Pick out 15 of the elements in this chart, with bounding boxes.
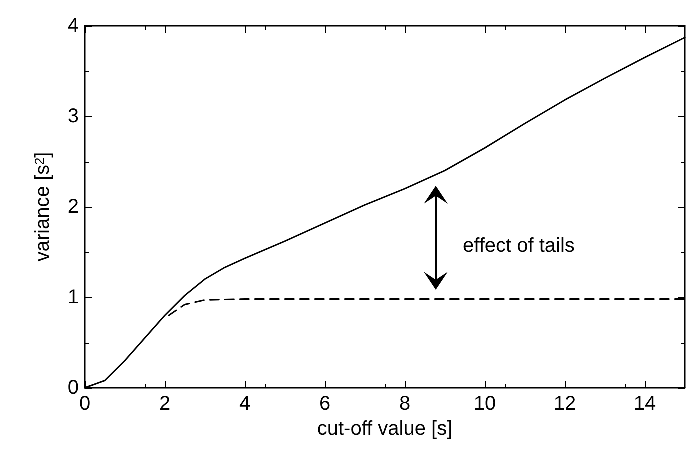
x-tick-label: 14 (634, 393, 656, 415)
x-tick-label: 12 (554, 393, 576, 415)
y-axis-title: variance [s2] (32, 152, 54, 262)
x-tick-label: 2 (159, 393, 171, 415)
x-axis-title: cut-off value [s] (317, 418, 453, 440)
x-tick-label: 8 (399, 393, 411, 415)
x-tick-label: 10 (474, 393, 496, 415)
y-tick-label: 1 (68, 286, 79, 308)
annotation: effect of tails (463, 235, 575, 257)
y-tick-label: 2 (68, 196, 79, 218)
y-tick-label: 4 (68, 15, 79, 37)
y-tick-label: 3 (68, 106, 79, 128)
y-tick-label: 0 (68, 377, 79, 399)
x-tick-label: 6 (319, 393, 331, 415)
x-tick-label: 4 (239, 393, 251, 415)
